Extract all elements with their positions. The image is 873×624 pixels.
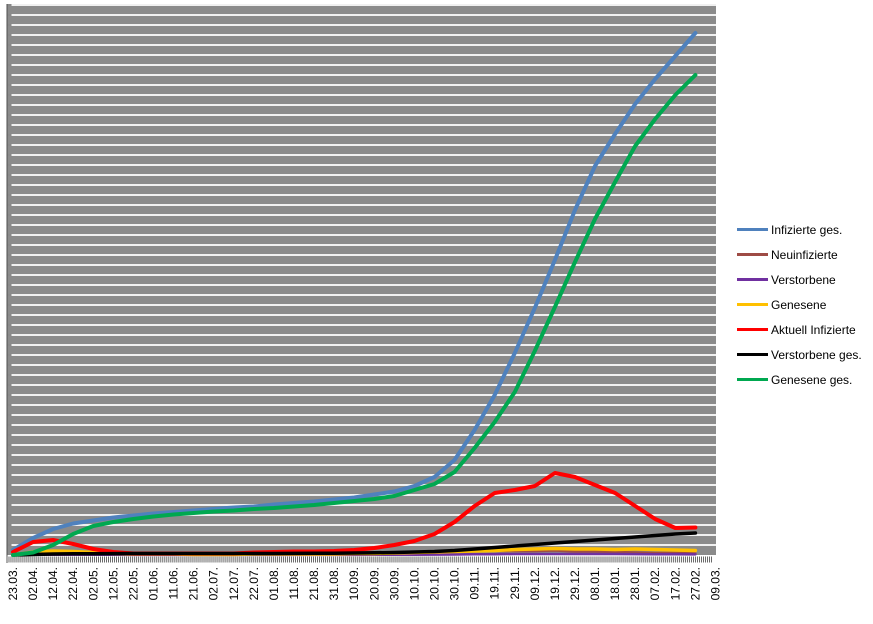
x-axis-label: 22.07. (247, 567, 261, 600)
x-axis-label: 09.03. (708, 567, 722, 600)
x-axis-label: 21.08. (307, 567, 321, 600)
x-axis-label: 29.12. (568, 567, 582, 600)
legend-item-genesene-ges: Genesene ges. (737, 367, 862, 392)
x-axis-label: 27.02. (688, 567, 702, 600)
x-axis-label: 02.05. (86, 567, 100, 600)
x-axis-label: 10.10. (407, 567, 421, 600)
x-axis-label: 09.12. (528, 567, 542, 600)
chart-legend: Infizierte ges. Neuinfizierte Verstorbene G… (737, 217, 862, 392)
x-axis-label: 02.04. (26, 567, 40, 600)
x-axis-label: 21.06. (187, 567, 201, 600)
legend-item-infizierte-ges: Infizierte ges. (737, 217, 862, 242)
legend-label: Genesene (771, 297, 827, 312)
x-axis-label: 30.09. (387, 567, 401, 600)
legend-line-swatch (737, 253, 768, 256)
legend-label: Genesene ges. (771, 372, 853, 387)
legend-item-verstorbene-ges: Verstorbene ges. (737, 342, 862, 367)
x-axis-label: 28.01. (628, 567, 642, 600)
legend-line-swatch (737, 378, 768, 381)
x-axis-label: 29.11. (508, 567, 522, 599)
legend-item-aktuell-infizierte: Aktuell Infizierte (737, 317, 862, 342)
legend-line-swatch (737, 278, 768, 281)
x-axis-label: 08.01. (588, 567, 602, 600)
x-axis-label: 12.07. (227, 567, 241, 600)
x-axis-label: 18.01. (608, 567, 622, 600)
legend-label: Verstorbene ges. (771, 347, 862, 362)
x-axis-label: 01.08. (267, 567, 281, 600)
x-axis-label: 20.10. (427, 567, 441, 600)
series-line-verstorbene-ges (11, 531, 698, 557)
x-axis-label: 19.12. (548, 567, 562, 600)
x-axis-label: 30.10. (448, 567, 462, 600)
x-axis-label: 07.02. (648, 567, 662, 600)
x-axis-label: 20.09. (367, 567, 381, 600)
legend-label: Neuinfizierte (771, 247, 838, 262)
x-axis-label: 10.09. (347, 567, 361, 600)
x-axis-label: 22.05. (126, 567, 140, 600)
x-axis-label: 11.06. (167, 567, 181, 599)
series-line-infizierte-ges (11, 31, 698, 552)
legend-label: Infizierte ges. (771, 222, 843, 237)
x-axis-label: 12.05. (106, 567, 120, 600)
legend-item-verstorbene: Verstorbene (737, 267, 862, 292)
plot-area (7, 4, 716, 555)
legend-line-swatch (737, 353, 768, 356)
legend-label: Verstorbene (771, 272, 836, 287)
legend-line-swatch (737, 228, 768, 231)
x-axis-label: 02.07. (207, 567, 221, 600)
legend-label: Aktuell Infizierte (771, 322, 856, 337)
legend-line-swatch (737, 303, 768, 306)
x-axis-label: 23.03. (6, 567, 20, 600)
x-axis-label: 11.08. (287, 567, 301, 599)
x-axis-label: 17.02. (668, 567, 682, 600)
x-axis-label: 09.11. (468, 567, 482, 599)
x-axis-label: 12.04. (46, 567, 60, 600)
series-line-genesene-ges (11, 73, 698, 557)
legend-line-swatch (737, 328, 768, 331)
x-axis-label: 31.08. (327, 567, 341, 600)
legend-item-neuinfizierte: Neuinfizierte (737, 242, 862, 267)
legend-item-genesene: Genesene (737, 292, 862, 317)
x-axis-label: 01.06. (146, 567, 160, 600)
x-axis-label: 22.04. (66, 567, 80, 600)
x-axis-label: 19.11. (488, 567, 502, 599)
